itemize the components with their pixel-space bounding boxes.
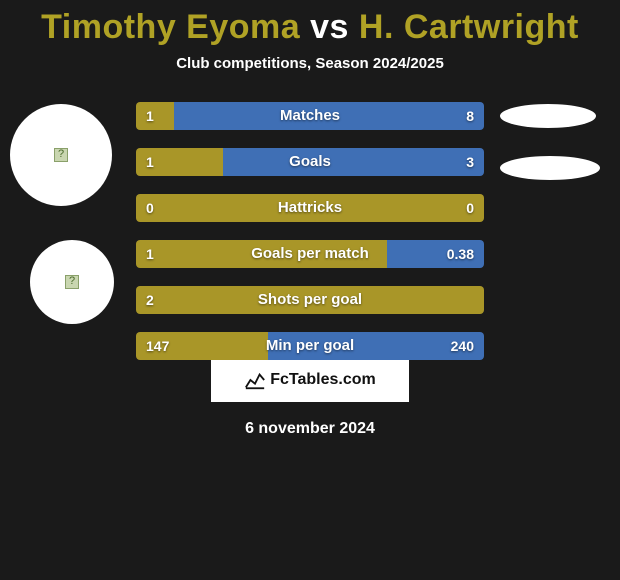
title-vs: vs	[310, 8, 349, 46]
decor-ellipse-1	[500, 104, 596, 128]
stat-seg-left	[136, 148, 223, 176]
stat-seg-right	[223, 148, 484, 176]
placeholder-icon	[65, 275, 79, 289]
stat-seg-left	[136, 286, 484, 314]
stat-row: Matches18	[136, 102, 484, 130]
stat-seg-right	[268, 332, 484, 360]
stat-seg-right	[310, 194, 484, 222]
stat-row: Goals13	[136, 148, 484, 176]
stat-row: Min per goal147240	[136, 332, 484, 360]
subtitle: Club competitions, Season 2024/2025	[0, 55, 620, 72]
stat-row: Shots per goal2	[136, 286, 484, 314]
decor-ellipse-2	[500, 156, 600, 180]
stat-seg-left	[136, 332, 268, 360]
stat-row: Goals per match10.38	[136, 240, 484, 268]
stat-bars: Matches18 Goals13 Hattricks00 Goals per mat…	[136, 102, 484, 378]
player2-avatar	[30, 240, 114, 324]
stat-seg-left	[136, 240, 387, 268]
title-player2: H. Cartwright	[359, 8, 579, 46]
placeholder-icon	[54, 148, 68, 162]
page-title: Timothy Eyoma vs H. Cartwright	[0, 0, 620, 47]
comparison-panel: Matches18 Goals13 Hattricks00 Goals per mat…	[0, 94, 620, 354]
title-player1: Timothy Eyoma	[41, 8, 300, 46]
stat-row: Hattricks00	[136, 194, 484, 222]
stat-seg-right	[387, 240, 484, 268]
stat-seg-left	[136, 102, 174, 130]
stat-seg-right	[174, 102, 484, 130]
date-text: 6 november 2024	[0, 420, 620, 438]
stat-seg-left	[136, 194, 310, 222]
player1-avatar	[10, 104, 112, 206]
